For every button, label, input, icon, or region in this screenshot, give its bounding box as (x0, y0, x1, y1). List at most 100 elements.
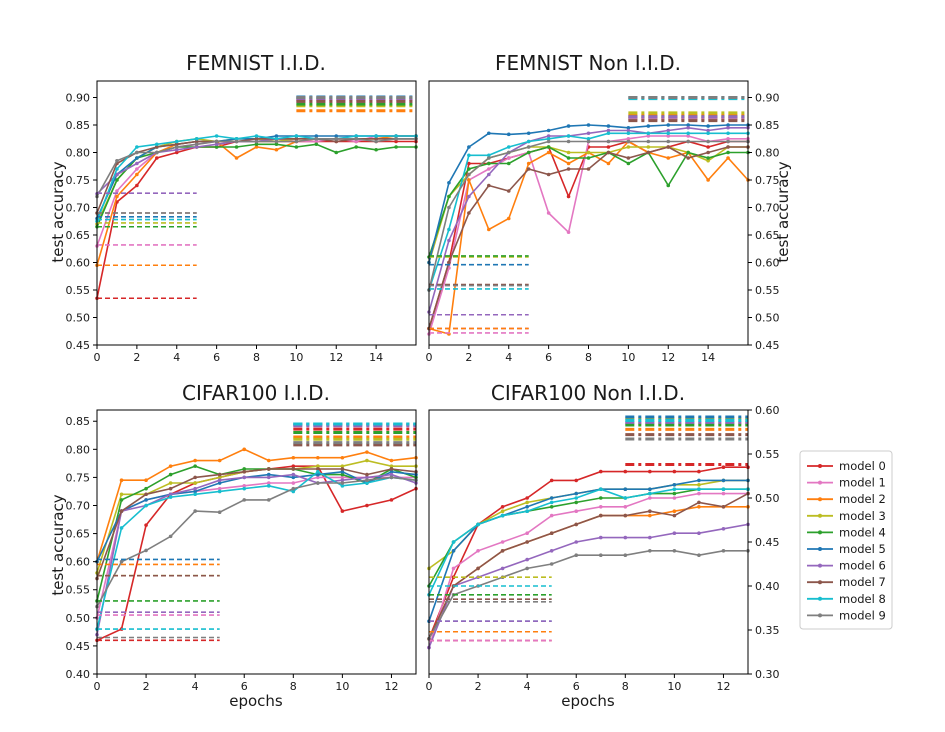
data-point (500, 549, 505, 553)
data-point (451, 540, 456, 544)
data-point (168, 492, 173, 497)
y-tick-label: 0.75 (66, 174, 91, 187)
legend-item: model 4 (807, 525, 886, 539)
x-tick-label: 2 (475, 680, 482, 693)
legend-marker (818, 613, 822, 618)
data-point (598, 496, 603, 500)
data-point (726, 139, 730, 144)
data-point (706, 131, 710, 136)
data-point (389, 472, 394, 477)
data-point (389, 464, 394, 468)
data-point (266, 458, 271, 463)
data-point (626, 125, 631, 130)
data-point (476, 566, 480, 571)
data-point (648, 549, 652, 553)
data-point (648, 509, 652, 513)
data-point (487, 153, 491, 158)
data-point (365, 475, 369, 480)
data-point (549, 478, 554, 483)
legend-label: model 1 (839, 476, 886, 490)
data-point (666, 131, 671, 136)
data-point (646, 124, 651, 128)
data-point (242, 484, 247, 488)
data-point (706, 124, 710, 128)
series-line-model-7 (428, 492, 749, 640)
data-point (606, 150, 611, 155)
data-point (374, 139, 378, 144)
data-point (574, 553, 579, 557)
data-point (144, 492, 148, 497)
data-point (214, 145, 219, 149)
data-point (546, 139, 551, 144)
legend-label: model 5 (839, 542, 886, 556)
data-point (500, 505, 505, 509)
data-point (340, 472, 345, 477)
data-point (546, 145, 551, 149)
data-point (623, 535, 628, 540)
data-point (726, 145, 730, 149)
data-point (526, 161, 531, 166)
data-point (586, 139, 591, 144)
data-point (340, 455, 345, 460)
legend-label: model 0 (839, 459, 886, 473)
data-point (365, 472, 369, 477)
legend-marker (818, 480, 822, 485)
data-point (174, 150, 179, 155)
data-point (546, 150, 551, 155)
series-line-model-8 (96, 470, 417, 630)
data-point (626, 161, 631, 166)
data-point (155, 145, 159, 149)
y-tick-label: 0.55 (755, 284, 780, 297)
data-point (115, 167, 119, 171)
data-point (525, 557, 529, 562)
data-point (500, 513, 505, 518)
legend-item: model 1 (807, 476, 886, 490)
data-point (135, 167, 139, 171)
data-point (487, 167, 491, 171)
data-point (194, 145, 199, 149)
data-point (174, 147, 179, 152)
data-point (500, 509, 505, 513)
y-tick-label: 0.75 (755, 174, 780, 187)
y-tick-label: 0.35 (755, 624, 780, 637)
y-tick-label: 0.60 (66, 556, 91, 569)
data-point (549, 496, 554, 500)
data-point (242, 486, 247, 491)
data-point (648, 535, 652, 540)
x-tick-label: 10 (289, 351, 303, 364)
data-point (574, 522, 579, 527)
data-point (566, 167, 571, 171)
series-line-model-1 (428, 135, 748, 335)
data-point (506, 216, 511, 221)
data-point (467, 145, 471, 149)
data-point (467, 153, 471, 158)
data-point (623, 553, 628, 557)
legend-label: model 8 (839, 592, 886, 606)
data-point (574, 500, 579, 505)
legend-item: model 2 (807, 492, 886, 506)
data-point (389, 458, 394, 463)
data-point (623, 487, 628, 492)
data-point (266, 481, 271, 485)
data-point (394, 145, 398, 149)
data-point (254, 139, 259, 144)
series-line-model-4 (96, 143, 416, 228)
x-tick-label: 14 (369, 351, 383, 364)
data-point (451, 566, 456, 571)
legend-item: model 6 (807, 559, 886, 573)
x-tick-label: 2 (133, 351, 140, 364)
data-point (334, 139, 339, 144)
data-point (526, 131, 531, 136)
data-point (314, 136, 319, 141)
y-tick-label: 0.85 (66, 119, 91, 132)
plot-frame (96, 80, 417, 346)
data-point (217, 475, 222, 480)
data-point (706, 145, 710, 149)
x-tick-label: 8 (290, 680, 297, 693)
data-point (526, 145, 531, 149)
x-tick-label: 12 (384, 680, 398, 693)
data-point (646, 139, 651, 144)
data-point (525, 505, 529, 509)
y-tick-label: 0.55 (755, 448, 780, 461)
